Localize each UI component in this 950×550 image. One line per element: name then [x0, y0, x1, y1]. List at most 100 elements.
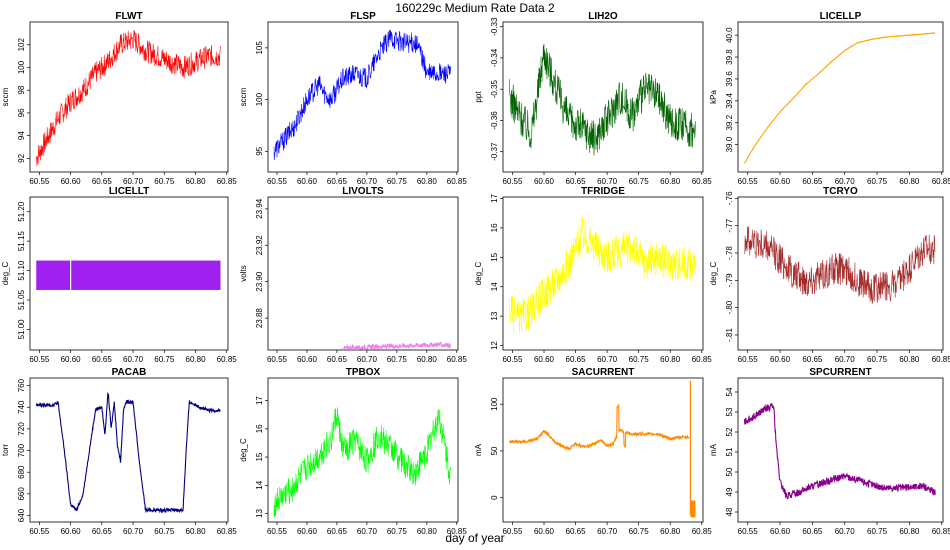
plot-frame [29, 21, 229, 173]
panel-pacab: PACAB torr 60.55 60.60 60.65 60.70 60.75 60.80 6… [1, 367, 237, 536]
y-tick-label: 13 [255, 509, 264, 518]
y-tick-label: 23.90 [255, 271, 264, 292]
x-tick-label: 60.85 [217, 177, 238, 186]
y-tick-label: 96 [17, 108, 26, 117]
x-tick-label: 60.80 [417, 355, 438, 364]
y-axis-label: sccm [239, 87, 248, 106]
panel-flwt: FLWT sccm 60.55 60.60 60.65 60.70 60.75 60.80 60… [1, 11, 237, 186]
y-tick-label: -.76 [725, 191, 734, 205]
x-tick-label: 60.60 [297, 177, 318, 186]
plot-frame [502, 196, 704, 351]
x-tick-label: 60.60 [297, 527, 318, 536]
series-group [508, 380, 696, 518]
series-line [743, 402, 936, 500]
y-tick-label: -0.37 [490, 142, 499, 161]
x-tick-label: 60.65 [327, 177, 348, 186]
x-tick-label: 60.65 [566, 355, 587, 364]
y-tick-label: 53 [725, 407, 734, 416]
y-tick-label: 39.8 [725, 49, 734, 65]
panel-title: SPCURRENT [809, 367, 871, 378]
series-group [36, 260, 221, 290]
y-tick-label: 100 [255, 92, 264, 106]
panel-spcurrent: SPCURRENT mA 60.55 60.60 60.65 60.70 60.75 60.8… [709, 367, 950, 536]
panel-title: FLSP [350, 11, 376, 22]
x-tick-label: 60.60 [61, 177, 82, 186]
y-tick-label: 49 [725, 487, 734, 496]
series-line [35, 391, 221, 514]
y-axis-label: volts [239, 265, 248, 281]
y-tick-label: -.77 [725, 218, 734, 232]
panel-livolts: LIVOLTS volts 60.55 60.60 60.65 60.70 60.75 60.… [239, 186, 467, 364]
panel-title: TCRYO [823, 186, 858, 197]
plot-frame [29, 196, 229, 351]
y-tick-label: 51.05 [17, 289, 26, 310]
y-tick-label: 23.92 [255, 235, 264, 256]
x-tick-label: 60.55 [29, 355, 50, 364]
y-tick-label: 50 [725, 467, 734, 476]
x-tick-label: 60.85 [217, 527, 238, 536]
x-tick-label: 60.70 [357, 527, 378, 536]
y-tick-label: 100 [17, 60, 26, 74]
series-group [342, 341, 452, 350]
x-tick-label: 60.80 [899, 177, 920, 186]
y-tick-label: -0.34 [490, 48, 499, 67]
y-axis-label: deg_C [474, 261, 483, 285]
y-tick-label: 51.15 [17, 231, 26, 252]
y-tick-label: 23.88 [255, 308, 264, 329]
panel-sacurrent: SACURRENT mA 60.55 60.60 60.65 60.70 60.75 60.8… [474, 367, 712, 536]
x-tick-label: 60.85 [932, 177, 950, 186]
x-tick-label: 60.55 [738, 355, 759, 364]
series-line [744, 226, 936, 304]
x-tick-label: 60.65 [802, 355, 823, 364]
y-tick-label: 17 [255, 396, 264, 405]
y-axis-label: deg_C [239, 438, 248, 462]
series-line [273, 29, 452, 160]
x-tick-label: 60.60 [61, 527, 82, 536]
y-tick-label: 720 [17, 422, 26, 436]
panel-title: LICELLT [109, 186, 149, 197]
x-tick-label: 60.70 [123, 177, 144, 186]
y-tick-label: 740 [17, 400, 26, 414]
y-tick-label: 39.4 [725, 93, 734, 109]
y-tick-label: 52 [725, 427, 734, 436]
x-tick-label: 60.75 [387, 527, 408, 536]
x-tick-label: 60.70 [597, 527, 618, 536]
x-tick-label: 60.55 [267, 177, 288, 186]
y-tick-label: 12 [490, 341, 499, 350]
y-tick-label: -0.35 [490, 80, 499, 99]
plot-frame [737, 377, 944, 523]
x-tick-label: 60.80 [899, 527, 920, 536]
panel-tpbox: TPBOX deg_C 60.55 60.60 60.65 60.70 60.75 60.80… [239, 367, 467, 536]
y-tick-label: 640 [17, 508, 26, 522]
panel-grid: FLWT sccm 60.55 60.60 60.65 60.70 60.75 60.80 60… [1, 11, 950, 536]
series-group [509, 217, 696, 334]
y-tick-label: 15 [490, 252, 499, 261]
x-tick-label: 60.70 [835, 177, 856, 186]
plot-frame [502, 21, 704, 173]
y-tick-label: 92 [17, 153, 26, 162]
plot-frame [267, 377, 459, 523]
x-tick-label: 60.60 [534, 177, 555, 186]
y-tick-label: -.80 [725, 300, 734, 314]
y-axis-label: torr [1, 444, 10, 456]
x-tick-label: 60.70 [123, 355, 144, 364]
x-tick-label: 60.75 [387, 355, 408, 364]
x-tick-label: 60.65 [566, 177, 587, 186]
x-tick-label: 60.55 [502, 527, 523, 536]
series-line [273, 407, 452, 518]
x-tick-label: 60.55 [29, 527, 50, 536]
y-tick-label: 39.6 [725, 71, 734, 87]
plot-frame [267, 21, 459, 173]
panel-title: TFRIDGE [581, 186, 625, 197]
y-tick-label: 17 [490, 193, 499, 202]
series-group [744, 32, 936, 164]
x-tick-label: 60.70 [357, 177, 378, 186]
y-tick-label: 15 [255, 452, 264, 461]
x-tick-label: 60.60 [770, 527, 791, 536]
y-tick-label: 95 [255, 146, 264, 155]
y-tick-label: 14 [255, 480, 264, 489]
plot-frame [737, 196, 944, 351]
y-tick-label: 40.0 [725, 27, 734, 43]
series-group [744, 226, 936, 304]
plot-frame [502, 377, 704, 523]
